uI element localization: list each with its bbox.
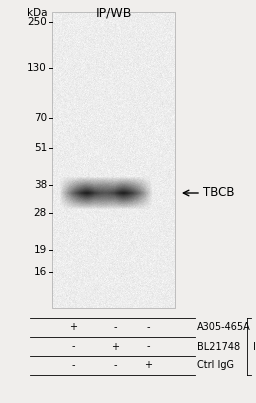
- Text: 28: 28: [34, 208, 47, 218]
- Text: Ctrl IgG: Ctrl IgG: [197, 361, 234, 370]
- Text: -: -: [71, 361, 75, 370]
- Text: 16: 16: [34, 267, 47, 277]
- Bar: [52, 12, 175, 308]
- Text: -: -: [113, 322, 117, 332]
- Text: BL21748: BL21748: [197, 341, 240, 351]
- Text: 38: 38: [34, 180, 47, 190]
- Text: +: +: [111, 341, 119, 351]
- Text: +: +: [69, 322, 77, 332]
- Text: -: -: [146, 341, 150, 351]
- Text: 19: 19: [34, 245, 47, 255]
- Text: +: +: [144, 361, 152, 370]
- Text: kDa: kDa: [27, 8, 47, 18]
- Text: A305-465A: A305-465A: [197, 322, 251, 332]
- Text: 250: 250: [27, 17, 47, 27]
- Text: 51: 51: [34, 143, 47, 153]
- Text: 130: 130: [27, 63, 47, 73]
- Text: -: -: [71, 341, 75, 351]
- Text: -: -: [113, 361, 117, 370]
- Text: IP/WB: IP/WB: [95, 7, 132, 20]
- Text: -: -: [146, 322, 150, 332]
- Text: TBCB: TBCB: [203, 187, 234, 199]
- Text: IP: IP: [253, 341, 256, 351]
- Text: 70: 70: [34, 113, 47, 123]
